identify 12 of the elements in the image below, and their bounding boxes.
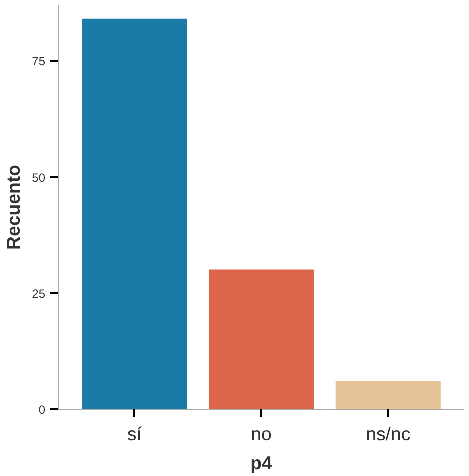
y-axis-title: Recuento xyxy=(3,164,24,250)
bar xyxy=(82,18,188,410)
x-tick-label: sí xyxy=(127,424,143,444)
bar xyxy=(336,381,441,410)
x-tick-label: ns/nc xyxy=(366,424,411,444)
bar xyxy=(208,270,314,410)
y-tick-label: 25 xyxy=(32,286,46,301)
x-tick-label: no xyxy=(251,424,272,444)
x-axis-title: p4 xyxy=(250,452,274,474)
y-tick-label: 75 xyxy=(32,54,46,69)
y-tick-label: 50 xyxy=(32,170,46,185)
y-tick-label: 0 xyxy=(38,403,46,417)
